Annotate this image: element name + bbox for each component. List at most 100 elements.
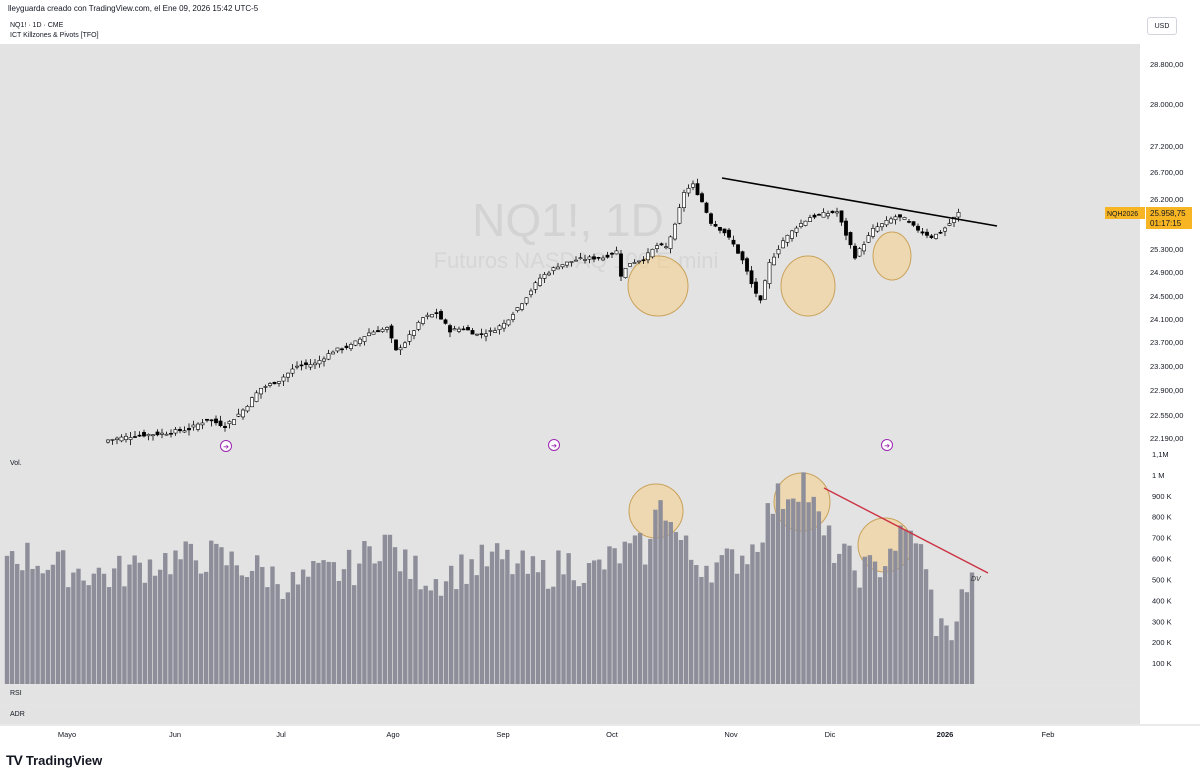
volume-bar: [750, 544, 755, 684]
candle: [160, 428, 164, 439]
candle: [232, 418, 236, 425]
candle: [938, 230, 943, 234]
rsi-pane[interactable]: [0, 686, 1140, 704]
price-tick-label: 26.200,00: [1150, 195, 1183, 204]
highlight-circle[interactable]: [872, 231, 912, 281]
candle: [290, 364, 295, 377]
candle: [245, 404, 250, 413]
volume-bar: [438, 595, 444, 684]
tradingview-logo-icon: TV: [6, 752, 23, 768]
price-tick-label: 26.700,00: [1150, 168, 1183, 177]
candle: [677, 203, 682, 225]
candle: [848, 231, 853, 249]
volume-bar: [755, 551, 760, 684]
volume-bar: [209, 540, 214, 684]
volume-bar: [91, 573, 96, 684]
candle: [335, 347, 340, 354]
candle: [250, 396, 254, 408]
volume-bar: [816, 511, 822, 684]
volume-trendline[interactable]: [823, 487, 989, 574]
candle: [772, 252, 776, 266]
candle: [304, 359, 308, 370]
volume-bar: [591, 560, 597, 684]
volume-bar: [566, 553, 571, 684]
price-axis[interactable]: 28.800,00 28.000,00 27.200,00 26.700,00 26.2…: [1150, 60, 1183, 443]
highlight-circle[interactable]: [780, 255, 836, 317]
volume-bar: [928, 589, 934, 684]
candle: [830, 210, 835, 214]
event-marker[interactable]: ➔: [220, 440, 232, 452]
candle: [835, 207, 839, 217]
candle: [736, 244, 740, 254]
volume-bar: [770, 513, 776, 684]
price-pane[interactable]: [0, 44, 1140, 456]
candle: [200, 419, 205, 430]
volume-bar: [229, 551, 234, 684]
candle: [596, 256, 601, 261]
candle: [502, 319, 506, 332]
event-marker[interactable]: ➔: [881, 439, 893, 451]
candle: [169, 429, 173, 438]
volume-bar: [699, 576, 704, 684]
candle: [943, 226, 947, 237]
volume-bar: [893, 550, 898, 684]
candle: [358, 337, 362, 347]
volume-bar: [30, 568, 35, 684]
indicator-legend[interactable]: ICT Killzones & Pivots [TFO]: [10, 32, 99, 39]
volume-bar: [203, 571, 209, 684]
volume-bar: [157, 569, 163, 684]
candle: [695, 178, 700, 196]
candle: [340, 347, 344, 354]
volume-bar: [4, 555, 10, 684]
volume-bar: [214, 543, 219, 684]
volume-bar: [934, 636, 939, 684]
price-trendline[interactable]: [721, 177, 998, 227]
candle: [700, 191, 704, 203]
volume-bar: [847, 545, 852, 684]
event-marker[interactable]: ➔: [548, 439, 560, 451]
time-tick-label: Ago: [386, 730, 399, 739]
candle: [457, 326, 461, 334]
candle: [862, 241, 866, 255]
volume-bar: [826, 525, 832, 684]
candle: [803, 220, 808, 227]
volume-bar: [377, 561, 382, 684]
symbol-legend[interactable]: NQ1! · 1D · CME: [10, 22, 64, 29]
volume-bar: [173, 550, 178, 684]
dv-label: DV: [971, 576, 982, 583]
candle: [817, 213, 821, 216]
volume-bar: [60, 550, 66, 684]
candle: [223, 422, 227, 432]
currency-button[interactable]: USD: [1147, 17, 1177, 35]
candle: [115, 436, 119, 445]
candle: [898, 214, 902, 222]
candle: [470, 328, 475, 335]
candle: [407, 330, 412, 346]
candle: [889, 216, 893, 224]
candle: [664, 242, 668, 250]
candle: [254, 390, 259, 403]
tradingview-brand: TV TradingView: [6, 752, 102, 768]
volume-bar: [127, 564, 132, 684]
highlight-circle[interactable]: [627, 255, 689, 317]
volume-axis[interactable]: 1,1M 1 M 900 K 800 K 700 K 600 K 500 K 400 K 300…: [1152, 450, 1172, 668]
volume-bar: [433, 579, 439, 684]
time-axis[interactable]: Mayo Jun Jul Ago Sep Oct Nov Dic 2026 Feb: [58, 730, 1055, 739]
countdown: 01:17:15: [1150, 219, 1182, 228]
watermark-symbol: NQ1!, 1D: [472, 194, 664, 246]
volume-bar: [382, 534, 388, 684]
volume-bar: [168, 574, 173, 684]
candle: [124, 433, 128, 443]
time-tick-label: Feb: [1042, 730, 1055, 739]
candle: [412, 330, 416, 340]
candle: [560, 264, 565, 270]
adr-pane[interactable]: [0, 706, 1140, 724]
candle: [187, 423, 191, 436]
volume-bar: [341, 569, 347, 684]
candle: [556, 263, 560, 270]
candle: [565, 261, 569, 268]
volume-tick-label: 100 K: [1152, 659, 1172, 668]
volume-bar: [729, 549, 735, 684]
volume-bar: [944, 625, 949, 684]
